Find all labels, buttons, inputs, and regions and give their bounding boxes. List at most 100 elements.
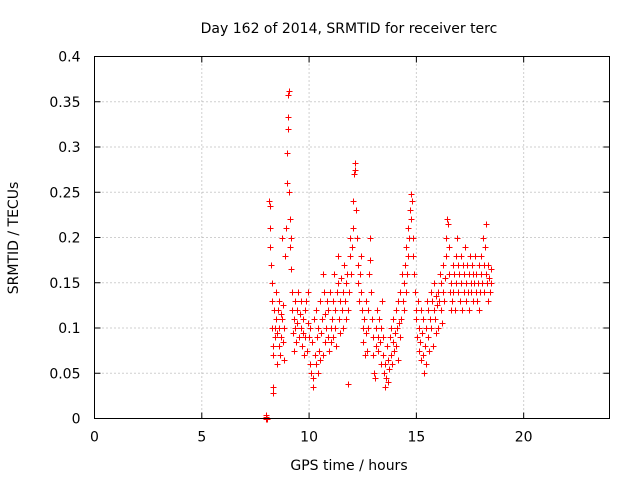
data-point (444, 216, 451, 223)
data-point (320, 352, 327, 359)
y-tick-label: 0.15 (49, 276, 80, 292)
data-point (458, 253, 465, 260)
data-point (285, 114, 292, 121)
data-point (367, 235, 374, 242)
data-point (269, 280, 276, 287)
data-point (407, 207, 414, 214)
data-point (330, 334, 337, 341)
data-point (417, 339, 424, 346)
data-point (288, 266, 295, 273)
data-point (446, 244, 453, 251)
data-point (340, 325, 347, 332)
data-point (425, 334, 432, 341)
data-point (292, 298, 299, 305)
data-point (313, 361, 320, 368)
data-point (338, 275, 345, 282)
data-point (347, 235, 354, 242)
data-point (326, 348, 333, 355)
data-point (292, 325, 299, 332)
data-point (412, 289, 419, 296)
data-point (377, 339, 384, 346)
data-point (272, 334, 279, 341)
data-point (401, 307, 408, 314)
data-point (355, 262, 362, 269)
data-point (383, 375, 390, 382)
data-point (430, 343, 437, 350)
data-point (280, 302, 287, 309)
data-point (442, 275, 449, 282)
data-point (469, 262, 476, 269)
data-point (297, 311, 304, 318)
data-point (393, 307, 400, 314)
data-point (270, 390, 277, 397)
data-point (329, 316, 336, 323)
data-point (308, 370, 315, 377)
data-point (386, 366, 393, 373)
data-point (455, 289, 462, 296)
data-point (299, 343, 306, 350)
data-point (387, 334, 394, 341)
data-point (317, 357, 324, 364)
data-point (322, 311, 329, 318)
data-point (366, 271, 373, 278)
data-point (431, 307, 438, 314)
data-point (403, 289, 410, 296)
data-point (293, 339, 300, 346)
data-point (397, 334, 404, 341)
data-point (306, 334, 313, 341)
data-point (466, 307, 473, 314)
grid-lines (94, 56, 610, 419)
data-point (392, 330, 399, 337)
data-point (301, 352, 308, 359)
data-point (300, 330, 307, 337)
data-point (270, 343, 277, 350)
data-point (457, 298, 464, 305)
data-point (395, 357, 402, 364)
data-point (435, 325, 442, 332)
data-point (485, 262, 492, 269)
y-tick-label: 0.05 (49, 366, 80, 382)
data-point (488, 266, 495, 273)
data-point (382, 361, 389, 368)
data-point (307, 325, 314, 332)
data-point (382, 384, 389, 391)
data-point (320, 271, 327, 278)
data-point (334, 289, 341, 296)
data-point (379, 298, 386, 305)
y-axis-label: SRMTID / TECUs (6, 182, 22, 295)
data-point (429, 298, 436, 305)
data-point (343, 316, 350, 323)
data-point (295, 289, 302, 296)
data-point (332, 325, 339, 332)
x-tick-labels: 0 5 10 15 20 (90, 430, 533, 446)
data-point (432, 316, 439, 323)
data-point (373, 343, 380, 350)
data-point (408, 216, 415, 223)
data-point (284, 180, 291, 187)
data-point (380, 334, 387, 341)
data-point (368, 289, 375, 296)
data-point (486, 275, 493, 282)
data-point (405, 225, 412, 232)
data-point (273, 289, 280, 296)
data-point (441, 298, 448, 305)
data-point (359, 307, 366, 314)
data-point (440, 262, 447, 269)
data-point (390, 339, 397, 346)
data-point (304, 348, 311, 355)
data-point (363, 298, 370, 305)
data-point (423, 361, 430, 368)
data-point (358, 253, 365, 260)
data-point (365, 307, 372, 314)
data-point (356, 298, 363, 305)
data-point (314, 334, 321, 341)
data-point (438, 307, 445, 314)
data-point (270, 352, 277, 359)
data-point (347, 253, 354, 260)
data-point (321, 289, 328, 296)
data-point (476, 307, 483, 314)
data-point (425, 307, 432, 314)
data-point (325, 307, 332, 314)
data-point (279, 235, 286, 242)
data-point (416, 325, 423, 332)
